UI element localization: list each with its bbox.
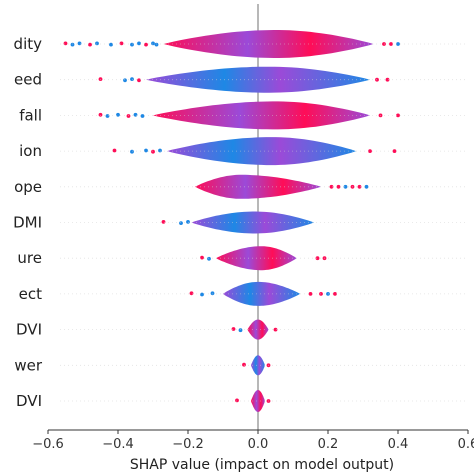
outlier-point <box>154 42 159 47</box>
outlier-point <box>179 221 183 226</box>
outlier-point <box>315 256 320 261</box>
outlier-point <box>144 148 148 153</box>
outlier-point <box>273 327 278 332</box>
x-tick-label: 0.0 <box>248 437 269 452</box>
outlier-point <box>368 149 372 154</box>
feature-label: fall <box>19 106 42 124</box>
outlier-point <box>137 78 141 83</box>
outlier-point <box>364 184 369 189</box>
outlier-point <box>336 184 341 189</box>
outlier-point <box>133 112 138 117</box>
outlier-point <box>189 291 194 296</box>
outlier-point <box>343 184 348 189</box>
outlier-point <box>77 41 82 46</box>
outlier-point <box>88 42 92 47</box>
outlier-point <box>130 42 134 47</box>
violin-3 <box>167 137 356 166</box>
feature-label: wer <box>14 356 42 374</box>
feature-label: dity <box>14 35 43 53</box>
x-tick-label: −0.6 <box>32 437 64 452</box>
outlier-point <box>98 77 103 81</box>
outlier-point <box>186 220 190 224</box>
outlier-point <box>137 41 141 46</box>
outlier-point <box>123 78 127 83</box>
outlier-point <box>151 149 155 154</box>
outlier-point <box>200 292 204 297</box>
x-axis-title: SHAP value (impact on model output) <box>130 457 394 473</box>
outlier-point <box>308 292 313 296</box>
outlier-point <box>158 148 162 153</box>
outlier-point <box>63 41 68 46</box>
outlier-point <box>385 77 390 82</box>
outlier-point <box>333 292 337 296</box>
outlier-point <box>238 328 243 333</box>
outlier-point <box>235 398 239 403</box>
outlier-point <box>357 184 362 189</box>
x-tick-label: 0.6 <box>458 437 474 452</box>
outlier-point <box>231 327 236 331</box>
outlier-point <box>116 112 120 117</box>
outlier-point <box>329 184 334 189</box>
feature-label: ect <box>19 285 42 303</box>
x-tick-label: 0.2 <box>318 437 339 452</box>
outlier-point <box>98 112 103 117</box>
violin-2 <box>153 101 370 130</box>
outlier-point <box>396 42 400 46</box>
outlier-point <box>151 41 155 46</box>
violin-10 <box>251 390 265 412</box>
violin-4 <box>195 174 321 199</box>
outlier-point <box>95 41 99 46</box>
outlier-point <box>112 148 117 153</box>
violin-8 <box>247 319 269 340</box>
feature-label: eed <box>14 71 42 89</box>
outlier-point <box>130 149 134 154</box>
outlier-point <box>200 255 204 260</box>
x-tick-label: −0.2 <box>172 437 204 452</box>
outlier-point <box>210 291 215 296</box>
outlier-point <box>109 42 113 47</box>
feature-label: DMI <box>13 214 42 232</box>
violin-7 <box>223 281 300 306</box>
feature-label: ope <box>14 178 42 196</box>
feature-label: DVI <box>16 321 42 339</box>
violin-1 <box>146 66 370 93</box>
violin-9 <box>251 355 265 376</box>
x-tick-label: 0.4 <box>388 437 409 452</box>
outlier-point <box>207 256 211 261</box>
outlier-point <box>105 114 110 118</box>
outlier-point <box>396 113 400 118</box>
outlier-point <box>70 42 75 47</box>
feature-label: ion <box>19 142 42 160</box>
outlier-point <box>242 362 246 367</box>
feature-label: ure <box>17 249 42 267</box>
feature-label: DVI <box>16 392 42 410</box>
outlier-point <box>126 114 131 118</box>
outlier-point <box>144 42 148 47</box>
outlier-point <box>140 114 145 118</box>
outlier-point <box>392 149 397 154</box>
x-tick-label: −0.4 <box>102 437 134 452</box>
outlier-point <box>130 77 134 81</box>
outlier-point <box>119 41 124 46</box>
outlier-point <box>161 220 166 224</box>
outlier-point <box>389 42 393 46</box>
